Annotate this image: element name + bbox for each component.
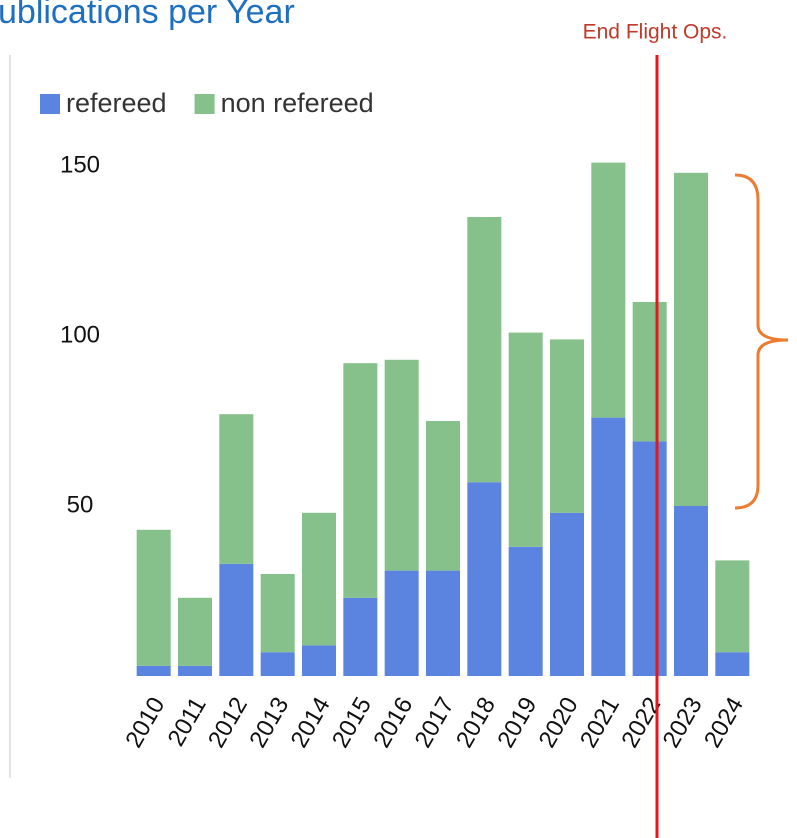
bar-segment: [219, 414, 254, 564]
bar-segment: [302, 512, 336, 646]
bar-segment: [426, 421, 460, 571]
x-tick-label: 2024: [699, 693, 749, 753]
bar-segment: [591, 417, 626, 676]
bar-segment: [550, 339, 584, 513]
bar-segment: [260, 652, 295, 676]
legend-label: refereed: [66, 88, 167, 118]
bar-segment: [715, 652, 750, 676]
x-tick-label: 2013: [244, 693, 294, 753]
x-tick-label: 2012: [203, 693, 253, 753]
bar-segment: [674, 506, 708, 676]
x-tick-label: 2022: [616, 693, 666, 753]
bar-segment: [508, 546, 543, 676]
bar-segment: [550, 512, 584, 676]
x-tick-label: 2019: [492, 693, 542, 753]
x-tick-label: 2018: [451, 693, 501, 753]
x-tick-label: 2015: [327, 693, 377, 753]
bar-segment: [219, 563, 254, 676]
y-tick-label: 50: [67, 491, 94, 518]
x-tick-label: 2020: [534, 693, 584, 753]
chart-title: ublications per Year: [0, 0, 295, 31]
x-tick-label: 2016: [368, 693, 418, 753]
bar-segment: [178, 665, 212, 676]
bar-segment: [467, 217, 502, 483]
annotation: End Flight Ops.: [583, 21, 728, 44]
bar-segment: [302, 645, 336, 676]
bar-segment: [384, 570, 419, 676]
bar-segment: [343, 363, 378, 598]
y-tick-label: 150: [60, 151, 100, 178]
bar-segment: [591, 162, 626, 418]
bar-segment: [426, 570, 460, 676]
bar-segment: [674, 172, 708, 507]
x-tick-label: 2021: [575, 693, 625, 753]
bar-segment: [508, 332, 543, 547]
bar-segment: [178, 597, 212, 666]
bar-segment: [260, 574, 295, 653]
x-tick-label: 2017: [410, 693, 460, 753]
x-tick-label: 2014: [286, 693, 336, 753]
bar-segment: [715, 560, 750, 653]
x-tick-label: 2011: [163, 693, 212, 751]
bar-segment: [632, 441, 667, 676]
bar-segment: [343, 597, 378, 676]
brace: [734, 173, 789, 510]
y-tick-label: 100: [60, 321, 100, 348]
bar-segment: [136, 529, 171, 666]
bar-segment: [467, 482, 502, 676]
bar-segment: [136, 665, 171, 676]
legend-label: non refereed: [221, 88, 374, 118]
bar-segment: [632, 302, 667, 442]
x-tick-label: 2010: [120, 693, 170, 753]
x-tick-label: 2023: [658, 693, 708, 753]
legend-swatch: [194, 94, 215, 114]
bar-segment: [384, 359, 419, 571]
legend-swatch: [40, 94, 60, 114]
